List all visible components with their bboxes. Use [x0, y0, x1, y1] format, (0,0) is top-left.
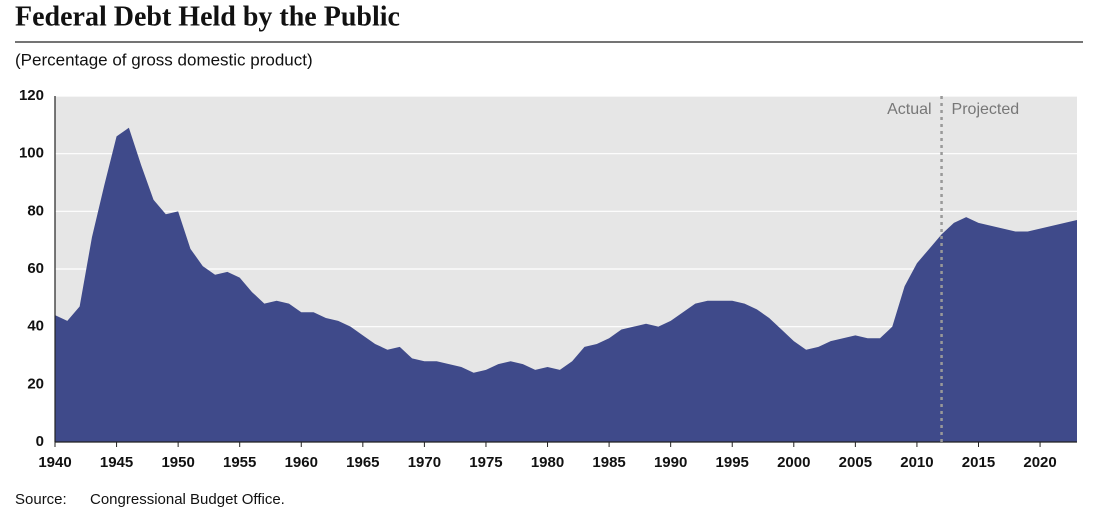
y-tick-label: 80	[27, 202, 44, 219]
y-tick-label: 60	[27, 260, 44, 277]
y-tick-label: 0	[36, 433, 44, 450]
x-tick-label: 1985	[592, 454, 625, 471]
x-tick-label: 1975	[469, 454, 502, 471]
chart-title: Federal Debt Held by the Public	[15, 1, 400, 32]
y-tick-label: 100	[19, 145, 44, 162]
x-tick-label: 1980	[531, 454, 564, 471]
x-tick-label: 1960	[285, 454, 318, 471]
x-tick-label: 1955	[223, 454, 256, 471]
annotation: Actual	[887, 101, 931, 118]
y-tick-label: 40	[27, 318, 44, 335]
x-tick-label: 1970	[408, 454, 441, 471]
source: Congressional Budget Office.	[90, 491, 285, 508]
annotation: Projected	[952, 101, 1020, 118]
x-tick-label: 2005	[839, 454, 872, 471]
x-tick-label: 1950	[161, 454, 194, 471]
x-tick-label: 1945	[100, 454, 133, 471]
x-tick-label: 1940	[38, 454, 71, 471]
x-tick-label: 1965	[346, 454, 379, 471]
y-tick-label: 120	[19, 87, 44, 104]
area	[55, 127, 1077, 442]
x-tick-label: 1995	[716, 454, 749, 471]
y-tick-label: 20	[27, 375, 44, 392]
x-tick-label: 2015	[962, 454, 995, 471]
source-label: Source:	[15, 491, 67, 508]
x-tick-label: 2020	[1023, 454, 1056, 471]
x-tick-label: 2010	[900, 454, 933, 471]
x-tick-label: 1990	[654, 454, 687, 471]
x-tick-label: 2000	[777, 454, 810, 471]
chart-subtitle: (Percentage of gross domestic product)	[15, 50, 313, 69]
